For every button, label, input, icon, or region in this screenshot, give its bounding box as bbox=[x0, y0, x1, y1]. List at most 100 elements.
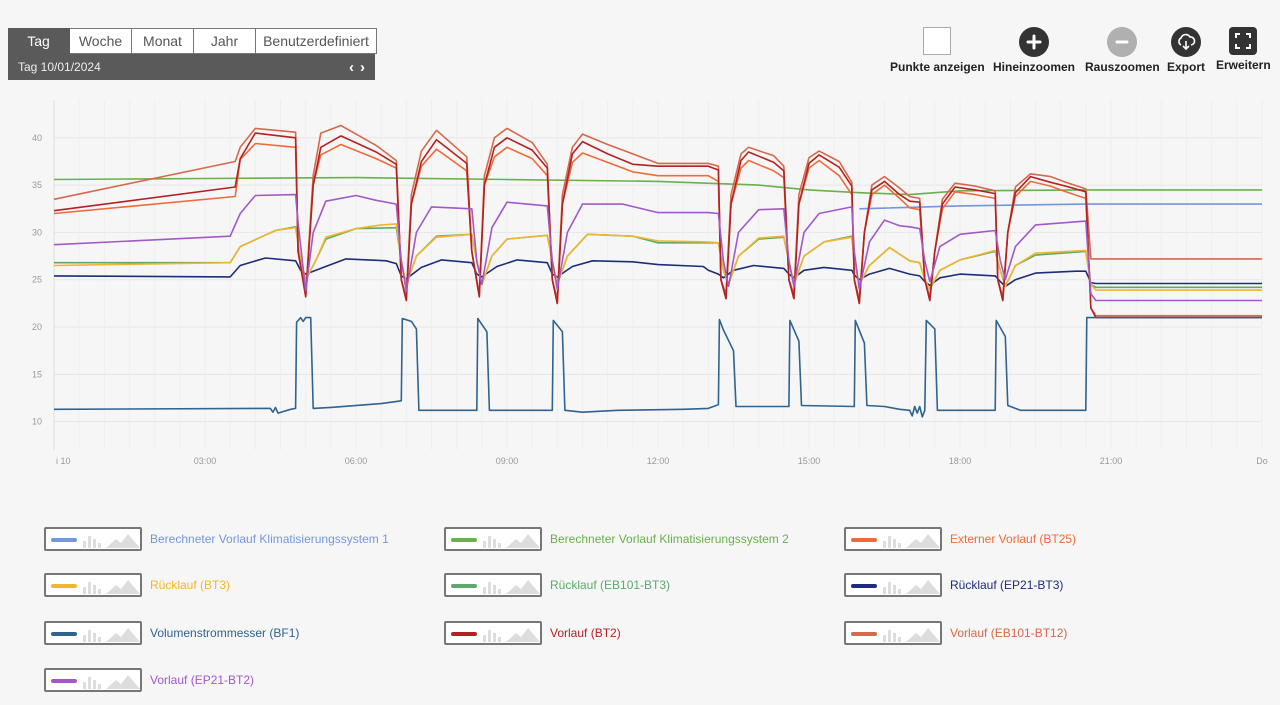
legend-item[interactable]: Berechneter Vorlauf Klimatisierungssyste… bbox=[44, 527, 389, 551]
legend-swatch bbox=[51, 584, 77, 588]
legend-toggle[interactable] bbox=[444, 573, 542, 597]
y-tick-label: 20 bbox=[32, 322, 42, 332]
area-chart-icon bbox=[906, 628, 940, 642]
legend-toggle[interactable] bbox=[844, 527, 942, 551]
legend-label: Externer Vorlauf (BT25) bbox=[950, 532, 1077, 546]
legend-swatch bbox=[51, 538, 77, 542]
legend-swatch bbox=[51, 632, 77, 636]
area-chart-icon bbox=[106, 580, 140, 594]
bar-chart-icon bbox=[483, 582, 501, 594]
date-nav: ‹ › bbox=[349, 59, 365, 76]
x-tick-label: 03:00 bbox=[194, 456, 217, 466]
bar-chart-icon bbox=[883, 582, 901, 594]
legend-swatch bbox=[851, 538, 877, 542]
legend-toggle[interactable] bbox=[44, 668, 142, 692]
area-chart-icon bbox=[106, 675, 140, 689]
legend-item[interactable]: Vorlauf (BT2) bbox=[444, 621, 621, 645]
x-tick-label: 06:00 bbox=[345, 456, 368, 466]
tab-monat[interactable]: Monat bbox=[132, 28, 194, 54]
legend-swatch bbox=[451, 538, 477, 542]
plus-icon[interactable] bbox=[1019, 27, 1049, 57]
legend-label: Volumenstrommesser (BF1) bbox=[150, 626, 300, 640]
legend-label: Rücklauf (EP21-BT3) bbox=[950, 578, 1064, 592]
legend-item[interactable]: Externer Vorlauf (BT25) bbox=[844, 527, 1076, 551]
zoom-in-button[interactable]: Hineinzoomen bbox=[993, 27, 1075, 74]
legend-swatch bbox=[451, 632, 477, 636]
fullscreen-icon[interactable] bbox=[1229, 27, 1258, 55]
area-chart-icon bbox=[106, 628, 140, 642]
tab-woche[interactable]: Woche bbox=[70, 28, 132, 54]
legend-label: Vorlauf (EP21-BT2) bbox=[150, 673, 255, 687]
series-line-6[interactable] bbox=[53, 257, 1262, 288]
y-tick-label: 10 bbox=[32, 417, 42, 427]
legend-swatch bbox=[51, 679, 77, 683]
bar-chart-icon bbox=[83, 536, 101, 548]
legend-swatch bbox=[851, 584, 877, 588]
y-tick-label: 15 bbox=[32, 369, 42, 379]
legend-item[interactable]: Rücklauf (EB101-BT3) bbox=[444, 573, 670, 597]
legend-toggle[interactable] bbox=[844, 573, 942, 597]
legend-label: Berechneter Vorlauf Klimatisierungssyste… bbox=[150, 532, 389, 546]
area-chart-icon bbox=[506, 534, 540, 548]
bar-chart-icon bbox=[83, 630, 101, 642]
period-selector: Tag Woche Monat Jahr Benutzerdefiniert Tag 1… bbox=[8, 28, 377, 80]
tab-benutzerdefiniert[interactable]: Benutzerdefiniert bbox=[256, 28, 377, 54]
legend-item[interactable]: Vorlauf (EP21-BT2) bbox=[44, 668, 254, 692]
expand-label: Erweitern bbox=[1216, 58, 1271, 72]
legend-label: Berechneter Vorlauf Klimatisierungssyste… bbox=[550, 532, 789, 546]
prev-day-icon[interactable]: ‹ bbox=[349, 58, 354, 76]
export-button[interactable]: Export bbox=[1167, 27, 1205, 74]
legend-item[interactable]: Rücklauf (EP21-BT3) bbox=[844, 573, 1063, 597]
legend-toggle[interactable] bbox=[444, 621, 542, 645]
legend-swatch bbox=[451, 584, 477, 588]
bar-chart-icon bbox=[483, 536, 501, 548]
legend-item[interactable]: Vorlauf (EB101-BT12) bbox=[844, 621, 1067, 645]
export-label: Export bbox=[1167, 60, 1206, 74]
minus-icon[interactable] bbox=[1107, 27, 1138, 57]
y-tick-label: 35 bbox=[32, 180, 42, 190]
legend-toggle[interactable] bbox=[44, 621, 142, 645]
x-tick-label: i 10 bbox=[56, 456, 71, 466]
bar-chart-icon bbox=[83, 582, 101, 594]
series-line-8[interactable] bbox=[53, 132, 1262, 319]
next-day-icon[interactable]: › bbox=[360, 58, 365, 76]
expand-button[interactable]: Erweitern bbox=[1216, 27, 1271, 72]
area-chart-icon bbox=[506, 628, 540, 642]
bar-chart-icon bbox=[83, 677, 101, 689]
x-tick-label: 09:00 bbox=[496, 456, 519, 466]
show-points-toggle[interactable]: Punkte anzeigen bbox=[890, 27, 985, 74]
area-chart-icon bbox=[906, 534, 940, 548]
tab-tag[interactable]: Tag bbox=[8, 28, 70, 54]
legend-toggle[interactable] bbox=[44, 573, 142, 597]
x-tick-label: 15:00 bbox=[798, 456, 821, 466]
legend-label: Rücklauf (EB101-BT3) bbox=[550, 578, 671, 592]
zoom-out-button[interactable]: Rauszoomen bbox=[1085, 27, 1160, 74]
bar-chart-icon bbox=[483, 630, 501, 642]
cloud-download-icon[interactable] bbox=[1171, 27, 1201, 57]
checkbox-icon[interactable] bbox=[923, 27, 952, 55]
line-chart[interactable]: 10 15 20 25 30 35 40 i 10 03:00 06:00 09:00 12:00 15… bbox=[0, 90, 1280, 480]
legend-toggle[interactable] bbox=[844, 621, 942, 645]
x-tick-label: Do bbox=[1256, 456, 1268, 466]
legend-toggle[interactable] bbox=[444, 527, 542, 551]
area-chart-icon bbox=[106, 534, 140, 548]
y-tick-label: 40 bbox=[32, 133, 42, 143]
bar-chart-icon bbox=[883, 630, 901, 642]
zoom-in-label: Hineinzoomen bbox=[993, 60, 1076, 74]
y-tick-label: 30 bbox=[32, 227, 42, 237]
x-tick-label: 18:00 bbox=[949, 456, 972, 466]
date-label: Tag 10/01/2024 bbox=[18, 60, 101, 74]
tab-jahr[interactable]: Jahr bbox=[194, 28, 256, 54]
legend-item[interactable]: Rücklauf (BT3) bbox=[44, 573, 230, 597]
legend-toggle[interactable] bbox=[44, 527, 142, 551]
series-line-10[interactable] bbox=[53, 193, 1262, 302]
series-line-4[interactable] bbox=[53, 223, 1262, 291]
legend-item[interactable]: Volumenstrommesser (BF1) bbox=[44, 621, 299, 645]
date-row: Tag 10/01/2024 ‹ › bbox=[8, 54, 375, 80]
y-tick-label: 25 bbox=[32, 275, 42, 285]
series-line-7[interactable] bbox=[53, 316, 1262, 418]
legend-item[interactable]: Berechneter Vorlauf Klimatisierungssyste… bbox=[444, 527, 789, 551]
legend-label: Vorlauf (BT2) bbox=[550, 626, 621, 640]
x-tick-label: 21:00 bbox=[1100, 456, 1123, 466]
period-tabs: Tag Woche Monat Jahr Benutzerdefiniert bbox=[8, 28, 377, 54]
